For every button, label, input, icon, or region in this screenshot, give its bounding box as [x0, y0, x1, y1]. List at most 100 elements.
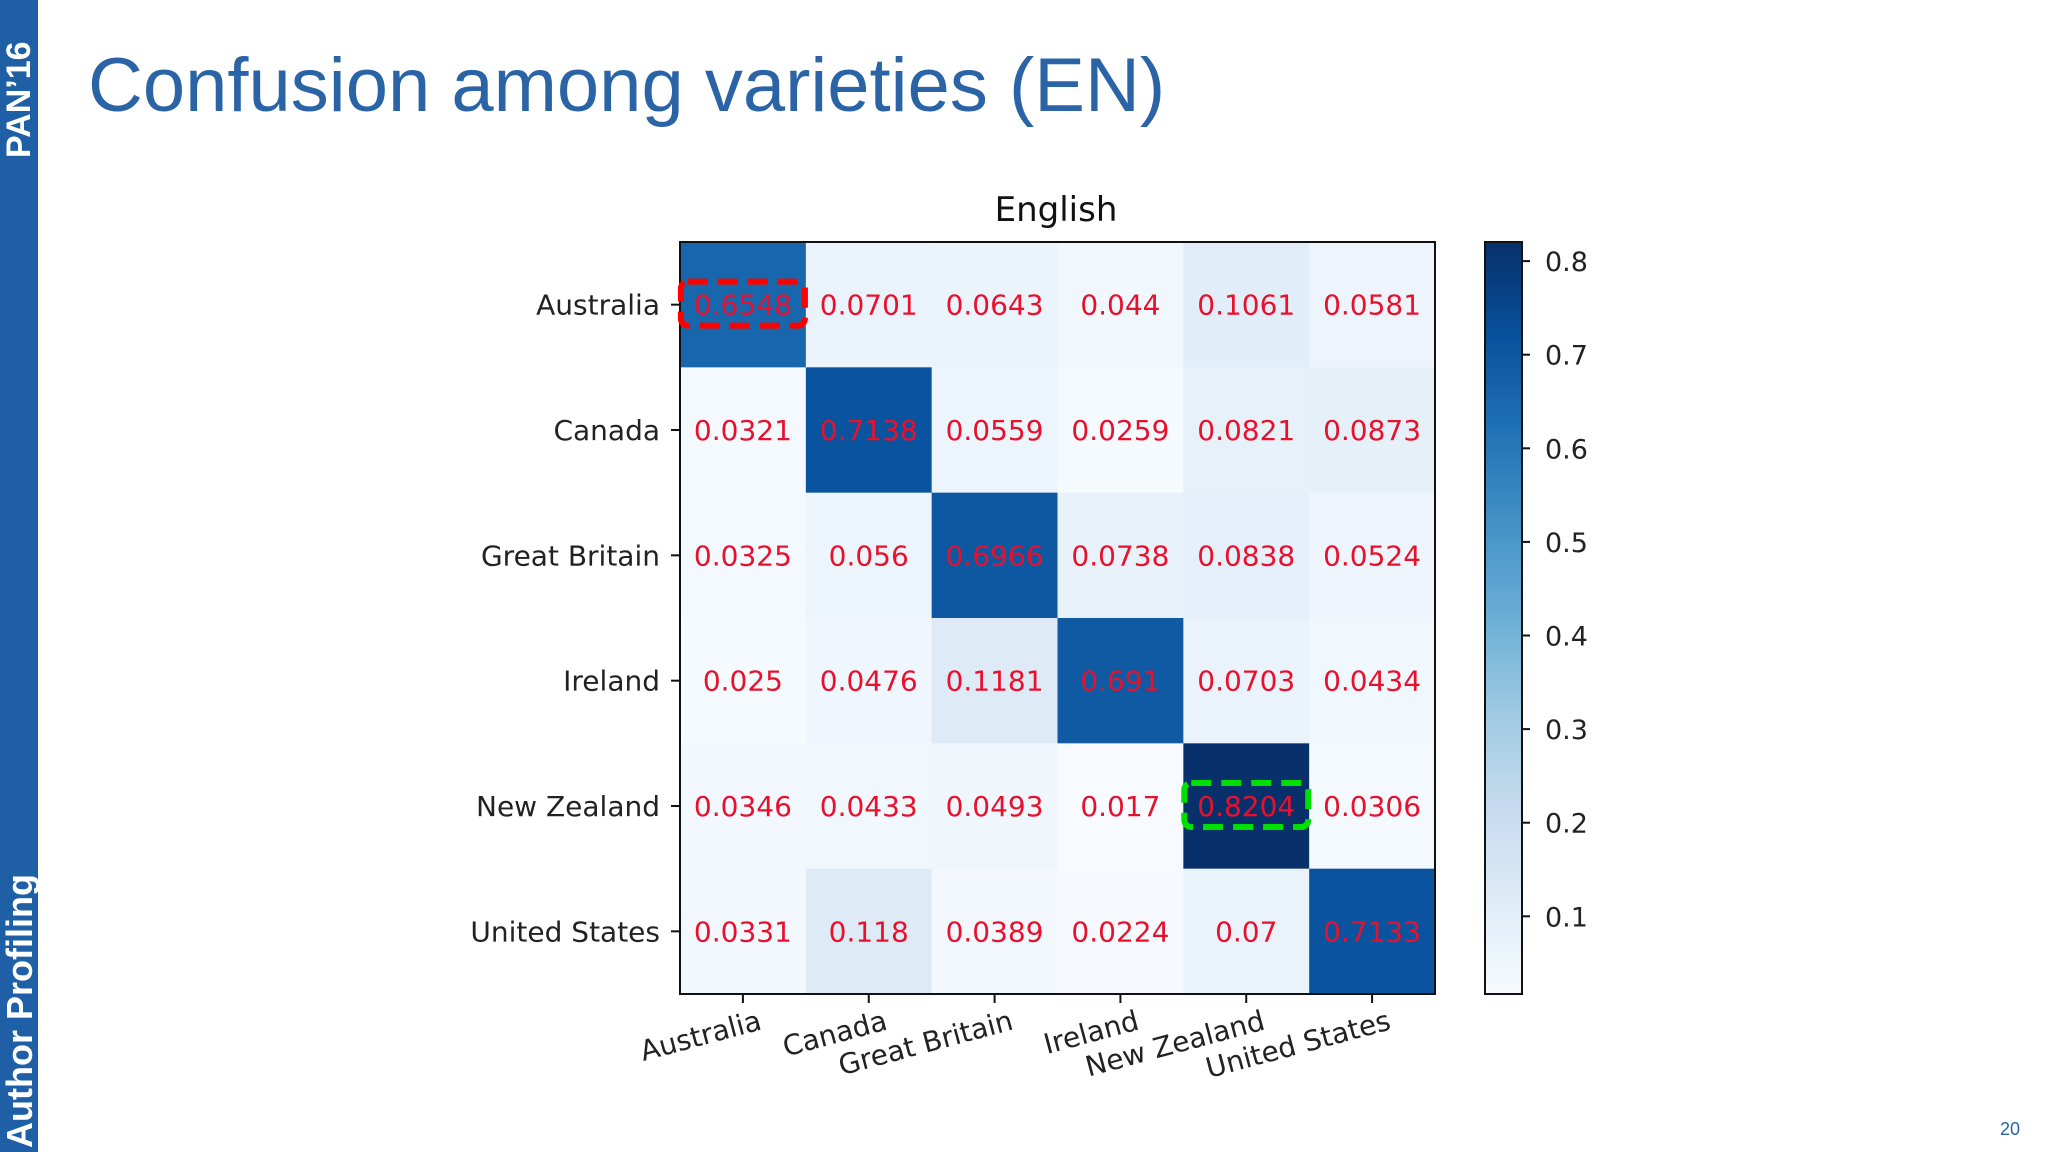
cell-value-label: 0.025	[703, 665, 783, 698]
heatmap-cell-labels: 0.6548 0.0701 0.0643 0.044 0.1061 0.0581 0.032…	[694, 289, 1421, 949]
colorbar-tick-label: 0.3	[1545, 715, 1588, 746]
cell-value-label: 0.1061	[1197, 289, 1295, 322]
heatmap-cell	[931, 743, 1058, 870]
heatmap-cell	[1309, 242, 1436, 368]
cell-value-label: 0.1181	[946, 665, 1044, 698]
heatmap-cell	[1057, 743, 1184, 870]
cell-value-label: 0.0389	[946, 915, 1044, 948]
colorbar-ticks: 0.1 0.2 0.3 0.4 0.5 0.6 0.7 0.8	[1522, 247, 1588, 933]
chart-title: English	[995, 190, 1118, 230]
cell-value-label: 0.8204	[1197, 790, 1295, 823]
cell-value-label: 0.056	[829, 539, 909, 572]
cell-value-label: 0.0434	[1323, 665, 1421, 698]
colorbar-tick-label: 0.7	[1545, 341, 1588, 372]
cell-value-label: 0.0493	[946, 790, 1044, 823]
highlight-box	[1181, 780, 1312, 830]
heatmap-cell	[805, 868, 933, 995]
heatmap-cell	[1309, 868, 1436, 995]
heatmap-cell	[1183, 743, 1310, 870]
row-label: United States	[470, 915, 660, 948]
heatmap-cell	[680, 618, 807, 744]
heatmap-cell	[680, 492, 807, 619]
cell-value-label: 0.0331	[694, 915, 792, 948]
heatmap-cell	[931, 492, 1058, 619]
heatmap-cell	[805, 743, 933, 870]
cell-value-label: 0.0821	[1197, 414, 1295, 447]
cell-value-label: 0.0259	[1071, 414, 1169, 447]
cell-value-label: 0.0476	[820, 665, 918, 698]
heatmap-cell	[931, 367, 1058, 494]
heatmap-cell	[1057, 618, 1184, 744]
row-label: Australia	[536, 289, 660, 322]
cell-value-label: 0.118	[829, 915, 909, 948]
cell-value-label: 0.691	[1080, 665, 1160, 698]
cell-value-label: 0.0433	[820, 790, 918, 823]
colorbar-tick-label: 0.5	[1545, 528, 1588, 559]
cell-value-label: 0.0873	[1323, 414, 1421, 447]
row-labels: Australia Canada Great Britain Ireland New Z…	[470, 289, 680, 948]
heatmap-cell	[1057, 868, 1184, 995]
heatmap-cell	[805, 242, 933, 368]
heatmap-cell	[1183, 868, 1310, 995]
cell-value-label: 0.0838	[1197, 539, 1295, 572]
cell-value-label: 0.7133	[1323, 915, 1421, 948]
colorbar-tick-label: 0.8	[1545, 247, 1588, 278]
cell-value-label: 0.6548	[694, 289, 792, 322]
highlight-boxes	[677, 278, 1312, 830]
row-label: New Zealand	[476, 790, 660, 823]
heatmap-cell	[931, 868, 1058, 995]
row-label: Canada	[553, 414, 660, 447]
row-label: Great Britain	[481, 539, 660, 572]
heatmap-cell	[931, 618, 1058, 744]
colorbar-tick-label: 0.1	[1545, 902, 1588, 933]
cell-value-label: 0.0559	[946, 414, 1044, 447]
cell-value-label: 0.0346	[694, 790, 792, 823]
heatmap-cell	[1309, 743, 1436, 870]
column-label: Australia	[637, 1004, 765, 1068]
heatmap-cell	[1057, 367, 1184, 494]
heatmap-cell	[1309, 492, 1436, 619]
heatmap-cell	[1057, 242, 1184, 368]
heatmap-cell	[805, 492, 933, 619]
cell-value-label: 0.0738	[1071, 539, 1169, 572]
cell-value-label: 0.0643	[946, 289, 1044, 322]
cell-value-label: 0.0224	[1071, 915, 1169, 948]
heatmap-cell	[1057, 492, 1184, 619]
colorbar-tick-label: 0.4	[1545, 622, 1588, 653]
page-number: 20	[1999, 1119, 2020, 1139]
heatmap-cell	[805, 618, 933, 744]
highlight-box	[677, 278, 808, 329]
colorbar-tick-label: 0.2	[1545, 809, 1588, 840]
heatmap-cell	[680, 367, 807, 494]
heatmap-cell	[1183, 618, 1310, 744]
cell-value-label: 0.6966	[946, 539, 1044, 572]
cell-value-label: 0.07	[1215, 915, 1277, 948]
cell-value-label: 0.017	[1080, 790, 1160, 823]
heatmap-cell	[1309, 618, 1436, 744]
heatmap-cell	[1183, 242, 1310, 368]
cell-value-label: 0.0524	[1323, 539, 1421, 572]
heatmap-cell	[680, 868, 807, 995]
cell-value-label: 0.0325	[694, 539, 792, 572]
cell-value-label: 0.7138	[820, 414, 918, 447]
cell-value-label: 0.0701	[820, 289, 918, 322]
row-label: Ireland	[563, 665, 660, 698]
cell-value-label: 0.0306	[1323, 790, 1421, 823]
colorbar	[1484, 241, 1523, 995]
heatmap-cell	[805, 367, 933, 494]
heatmap-cell	[931, 242, 1058, 368]
colorbar-tick-label: 0.6	[1545, 434, 1588, 465]
heatmap-cells	[680, 242, 1436, 995]
cell-value-label: 0.0581	[1323, 289, 1421, 322]
heatmap-cell	[1309, 367, 1436, 494]
cell-value-label: 0.0321	[694, 414, 792, 447]
cell-value-label: 0.0703	[1197, 665, 1295, 698]
heatmap-cell	[1183, 367, 1310, 494]
heatmap-cell	[1183, 492, 1310, 619]
heatmap-cell	[680, 743, 807, 870]
slide-title: Confusion among varieties (EN)	[88, 43, 1166, 128]
heatmap-cell	[680, 242, 807, 368]
plot-frame	[679, 241, 1436, 995]
